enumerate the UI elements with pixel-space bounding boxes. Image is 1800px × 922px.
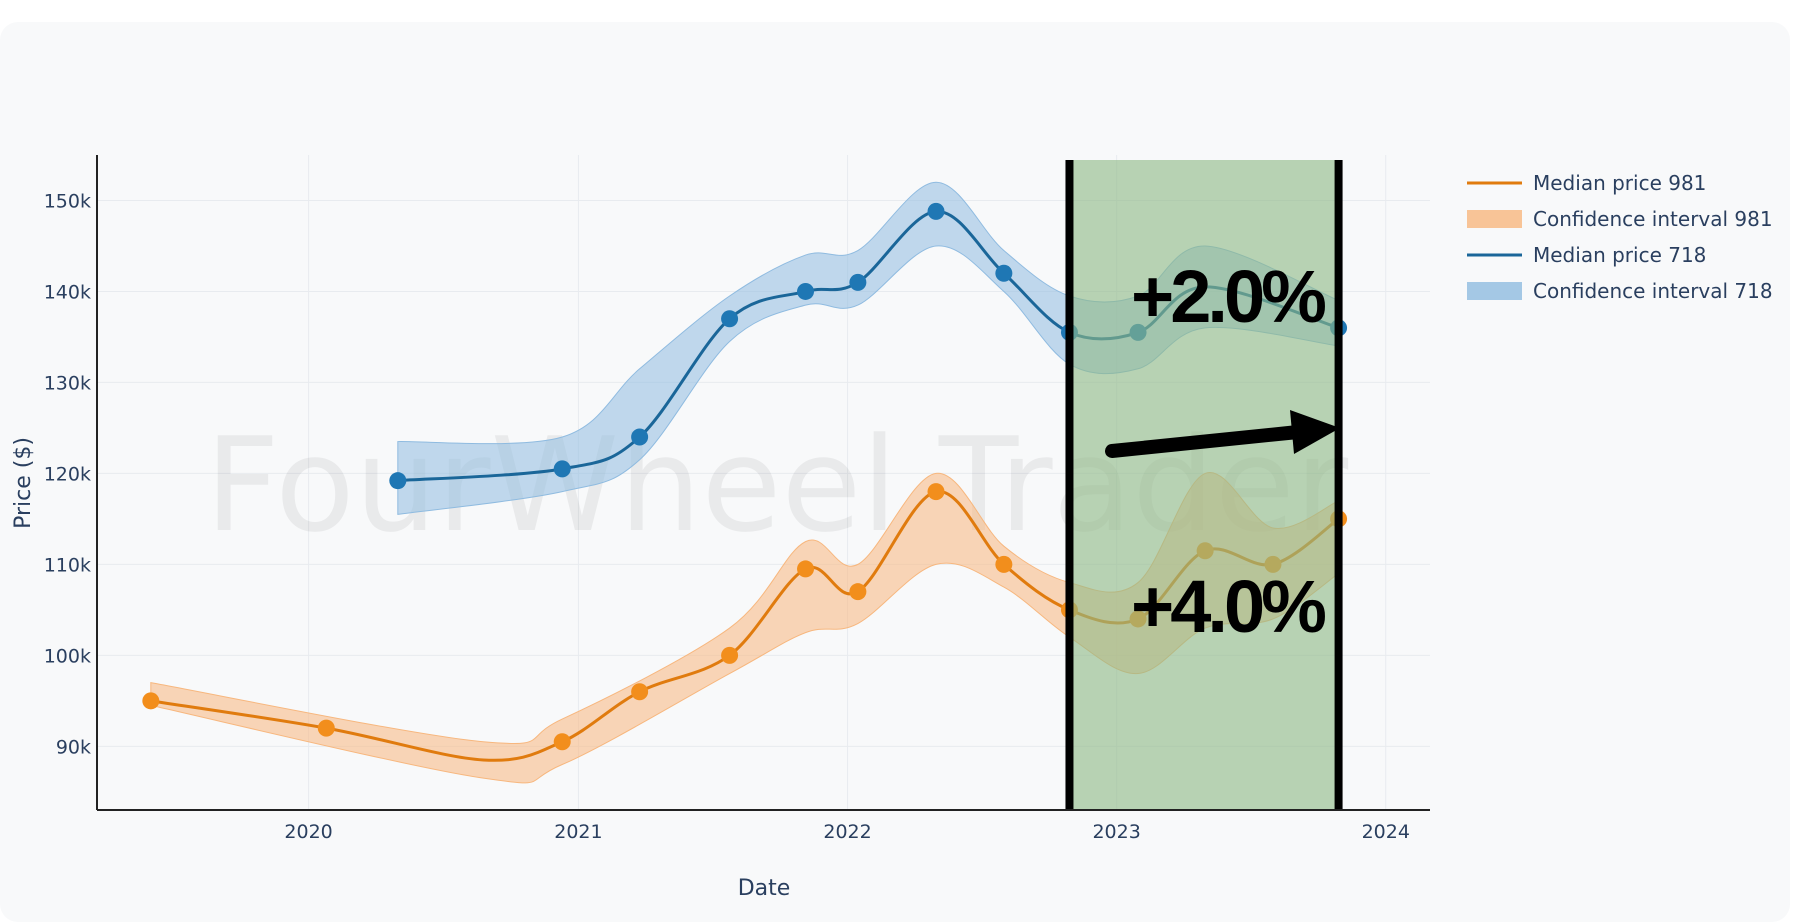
trend-arrow-shaft [1105, 425, 1305, 458]
x-tick-label: 2021 [554, 821, 602, 843]
legend: Median price 981 Confidence interval 981 M… [1467, 171, 1773, 303]
marker-0-5 [797, 560, 815, 578]
price-chart: FourWheel Trader +2.0%+4.0% 2020 2021 2022… [11, 155, 1773, 900]
marker-1-0 [389, 472, 407, 490]
marker-0-6 [849, 583, 867, 601]
legend-entry-median-0: Median price 981 [1533, 171, 1706, 195]
marker-1-2 [631, 428, 649, 446]
legend-band-swatch-1 [1467, 282, 1522, 300]
chart-card [0, 22, 1790, 922]
marker-0-2 [553, 733, 571, 751]
marker-0-0 [142, 692, 160, 710]
y-tick-label: 120k [44, 463, 91, 485]
highlight-region: +2.0% +4.0% [1065, 160, 1343, 810]
legend-band-swatch-0 [1467, 210, 1522, 228]
y-tick-label: 110k [44, 554, 91, 576]
marker-0-7 [927, 483, 945, 501]
marker-1-4 [797, 282, 815, 300]
legend-entry-interval-0: Confidence interval 981 [1533, 207, 1773, 231]
legend-entry-interval-1: Confidence interval 718 [1533, 279, 1773, 303]
y-tick-label: 100k [44, 645, 91, 667]
x-tick-label: 2020 [284, 821, 332, 843]
annotation-bottom-percent: +4.0% [1131, 565, 1325, 648]
x-tick-label: 2023 [1092, 821, 1140, 843]
x-tick-label: 2022 [823, 821, 871, 843]
marker-1-7 [995, 264, 1013, 282]
y-tick-label: 130k [44, 372, 91, 394]
y-tick-label: 140k [44, 281, 91, 303]
marker-0-3 [631, 683, 649, 701]
axes [96, 155, 1430, 811]
x-axis-ticks: 2020 2021 2022 2023 2024 [284, 821, 1410, 843]
y-axis-ticks: 90k 100k 110k 120k 130k 140k 150k [44, 190, 91, 758]
y-tick-label: 150k [44, 190, 91, 212]
marker-0-1 [317, 719, 335, 737]
marker-1-5 [849, 273, 867, 291]
y-axis-title: Price ($) [11, 437, 36, 529]
x-tick-label: 2024 [1362, 821, 1410, 843]
marker-1-3 [721, 310, 739, 328]
highlight-box [1069, 160, 1339, 810]
marker-1-1 [553, 460, 571, 478]
trend-arrow-head [1290, 410, 1340, 454]
x-axis-title: Date [738, 876, 791, 900]
marker-1-6 [927, 202, 945, 220]
y-tick-label: 90k [56, 736, 91, 758]
legend-entry-median-1: Median price 718 [1533, 243, 1706, 267]
annotation-top-percent: +2.0% [1131, 255, 1325, 338]
marker-0-4 [721, 646, 739, 664]
marker-0-8 [995, 555, 1013, 573]
